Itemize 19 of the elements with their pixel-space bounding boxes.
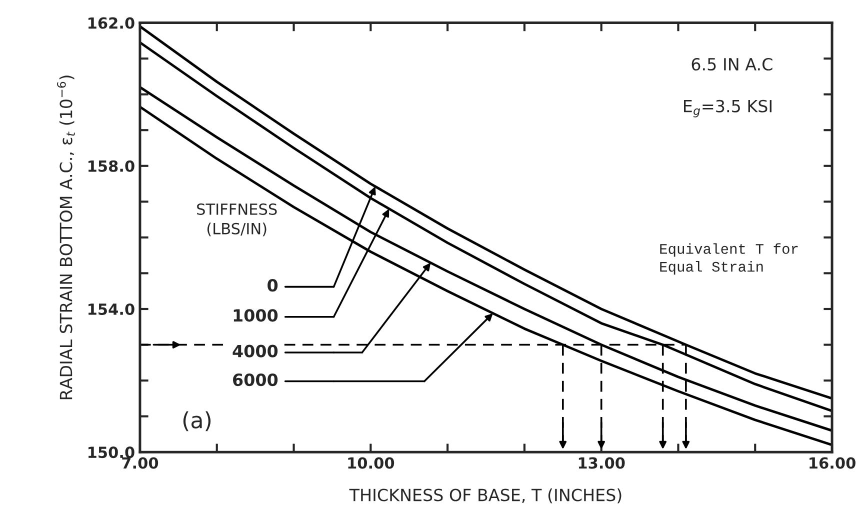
annotation: (a) [183, 411, 211, 432]
x-tick-label: 13.00 [578, 457, 625, 469]
annotation: E$_{g}$=3.5 KSI [684, 100, 772, 118]
x-tick-label: 10.00 [348, 457, 394, 469]
y-tick-label: 154.0 [88, 303, 134, 316]
annotation: Equivalent T for Equal Strain [660, 243, 798, 275]
y-tick-label: 158.0 [88, 160, 134, 172]
y-axis-title: RADIAL STRAIN BOTTOM A.C., ε$_{t}$ (10$^{−6}$) [57, 76, 75, 400]
y-tick-label: 162.0 [88, 17, 134, 29]
legend-label: 1000 [234, 309, 278, 322]
legend-label: 6000 [233, 373, 278, 386]
x-tick-label: 7.00 [122, 457, 158, 469]
y-tick-label: 150.0 [88, 446, 134, 458]
x-tick-label: 16.00 [810, 457, 856, 469]
legend-label: 0 [268, 279, 278, 292]
x-axis-title: THICKNESS OF BASE, T (INCHES) [349, 488, 622, 504]
annotation: STIFFNESS (LBS/IN) [197, 203, 277, 236]
legend-label: 4000 [232, 344, 278, 358]
annotation: 6.5 IN A.C [692, 58, 772, 71]
